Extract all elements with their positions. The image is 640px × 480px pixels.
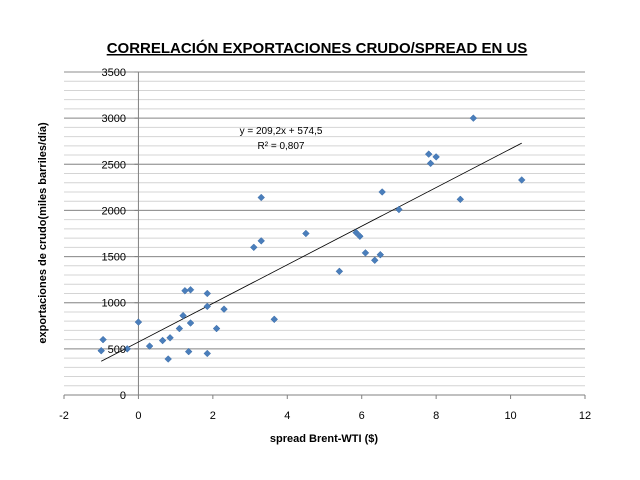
- trendline: [101, 142, 522, 362]
- y-tick-label: 2500: [102, 159, 126, 171]
- data-point: [432, 153, 440, 161]
- y-tick-label: 3500: [102, 67, 126, 79]
- data-point: [145, 342, 154, 350]
- data-point: [426, 159, 435, 168]
- data-point: [134, 318, 143, 326]
- x-tick-label: 6: [359, 410, 365, 422]
- y-tick-label: 3000: [102, 113, 126, 125]
- tick-labels: -2 0 2 4 6 8 10 12 0 500 1000 1500 2000 2500 3000 3500: [59, 67, 591, 422]
- data-point: [257, 193, 265, 202]
- x-tick-label: -2: [59, 410, 69, 422]
- trendline-equation: y = 209,2x + 574,5: [240, 126, 323, 137]
- data-point: [179, 311, 187, 320]
- data-point: [378, 188, 386, 196]
- x-axis-title: spread Brent-WTI ($): [270, 433, 379, 445]
- data-point: [257, 237, 265, 245]
- data-point: [220, 305, 228, 313]
- data-point: [361, 249, 370, 257]
- data-point: [356, 232, 364, 241]
- x-tick-label: 10: [504, 410, 516, 422]
- data-point: [186, 286, 195, 294]
- data-point: [517, 176, 526, 184]
- y-tick-label: 1500: [102, 252, 126, 264]
- data-point: [469, 114, 478, 122]
- chart-title: CORRELACIÓN EXPORTACIONES CRUDO/SPREAD E…: [107, 39, 528, 57]
- y-tick-label: 1000: [102, 298, 126, 310]
- data-point: [203, 289, 212, 298]
- data-point: [158, 336, 167, 345]
- data-point: [184, 347, 193, 356]
- axes: [63, 71, 586, 399]
- data-point: [302, 229, 310, 238]
- x-tick-label: 12: [579, 410, 591, 422]
- y-tick-label: 0: [120, 390, 126, 402]
- trendline-r2: R² = 0,807: [258, 141, 305, 152]
- y-tick-label: 500: [108, 344, 126, 356]
- x-tick-label: 0: [135, 410, 141, 422]
- trendline-group: [101, 142, 522, 362]
- data-point: [352, 228, 360, 237]
- data-point: [250, 243, 258, 252]
- x-tick-label: 2: [210, 410, 216, 422]
- data-point: [175, 324, 184, 333]
- data-point: [424, 150, 433, 158]
- data-point: [395, 205, 403, 214]
- data-point: [164, 355, 172, 363]
- data-point: [335, 267, 344, 276]
- data-point: [203, 302, 212, 311]
- data-point: [99, 335, 107, 344]
- data-point: [270, 315, 279, 324]
- data-points: [97, 114, 526, 363]
- data-point: [123, 345, 132, 353]
- x-tick-label: 8: [433, 410, 439, 422]
- data-point: [97, 346, 105, 355]
- data-point: [376, 250, 385, 259]
- y-tick-label: 2000: [102, 205, 126, 217]
- data-point: [456, 195, 465, 204]
- data-point: [203, 349, 212, 358]
- y-axis-title: exportaciones de crudo(miles barriles/dí…: [37, 122, 49, 344]
- data-point: [166, 334, 174, 342]
- data-point: [186, 319, 195, 327]
- data-point: [212, 324, 221, 333]
- x-tick-label: 4: [284, 410, 290, 422]
- data-point: [370, 256, 379, 265]
